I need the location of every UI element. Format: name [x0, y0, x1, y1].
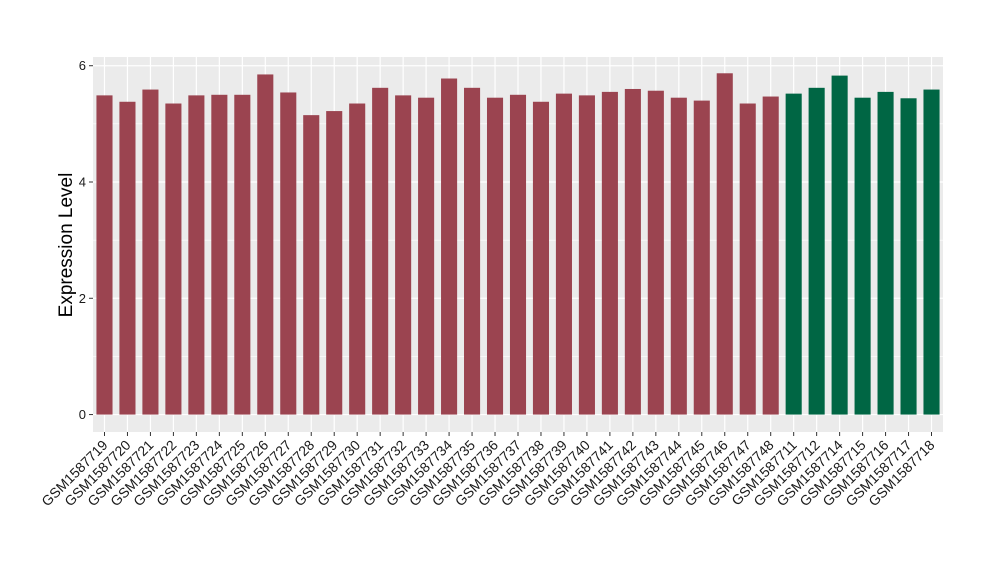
- bar-GSM1587725: [234, 94, 251, 415]
- bar-GSM1587711: [785, 93, 802, 415]
- bar-GSM1587741: [601, 91, 618, 415]
- bar-GSM1587719: [96, 95, 113, 415]
- bar-GSM1587712: [808, 87, 825, 415]
- bar-GSM1587732: [395, 95, 412, 415]
- bar-GSM1587737: [509, 94, 527, 415]
- bar-GSM1587727: [280, 92, 297, 415]
- y-tick-label: 6: [79, 58, 86, 73]
- bar-GSM1587740: [578, 95, 595, 415]
- bar-GSM1587726: [257, 74, 274, 415]
- bar-GSM1587747: [739, 103, 756, 415]
- bar-GSM1587731: [372, 87, 389, 415]
- bar-GSM1587729: [326, 111, 343, 415]
- y-tick-label: 4: [79, 175, 86, 190]
- bar-GSM1587736: [486, 97, 504, 415]
- bar-GSM1587733: [418, 97, 435, 415]
- x-axis: GSM1587719GSM1587720GSM1587721GSM1587722…: [38, 432, 938, 509]
- bar-GSM1587728: [303, 115, 320, 415]
- bars: [96, 73, 940, 415]
- bar-GSM1587724: [211, 94, 228, 415]
- bar-GSM1587746: [716, 73, 733, 415]
- y-tick-label: 2: [79, 291, 86, 306]
- bar-GSM1587743: [647, 90, 664, 415]
- bar-GSM1587730: [349, 103, 366, 415]
- bar-GSM1587716: [877, 91, 894, 415]
- bar-GSM1587718: [923, 89, 940, 415]
- bar-GSM1587742: [624, 88, 641, 415]
- bar-GSM1587735: [464, 87, 481, 415]
- y-axis: 0 2 4 6: [79, 58, 93, 422]
- bar-GSM1587721: [142, 89, 159, 415]
- bar-GSM1587734: [441, 78, 458, 415]
- bar-GSM1587744: [670, 97, 687, 415]
- y-tick-label: 0: [79, 407, 86, 422]
- bar-GSM1587738: [532, 101, 550, 415]
- bar-GSM1587722: [165, 103, 182, 415]
- bar-GSM1587715: [854, 97, 871, 415]
- y-axis-title: Expression Level: [56, 173, 77, 318]
- bar-GSM1587714: [831, 75, 848, 415]
- bar-GSM1587739: [555, 93, 572, 415]
- bar-GSM1587720: [119, 101, 136, 415]
- bar-GSM1587748: [762, 96, 779, 415]
- bar-GSM1587717: [900, 98, 917, 415]
- bar-GSM1587745: [693, 100, 710, 415]
- bar-GSM1587723: [188, 95, 205, 415]
